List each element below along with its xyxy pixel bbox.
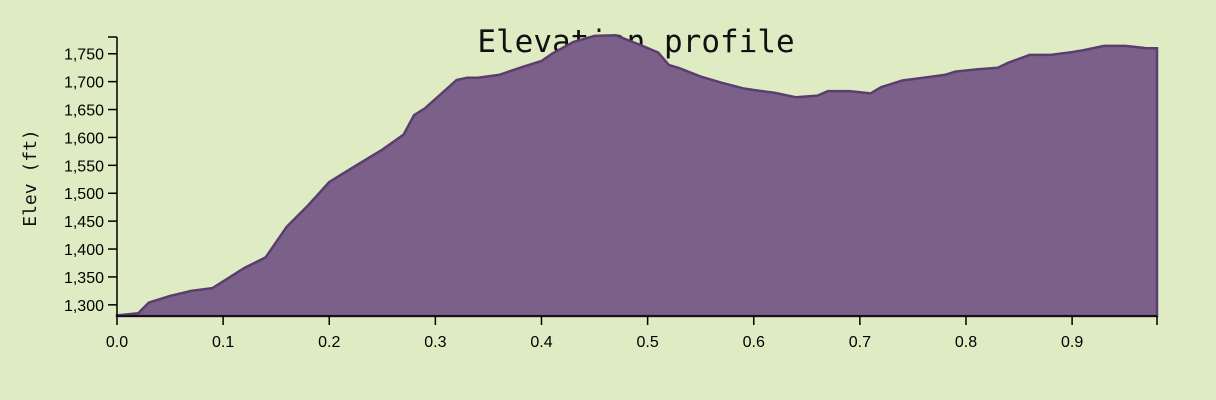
y-tick-label: 1,300 [64, 298, 104, 315]
y-axis-label: Elev (ft) [20, 129, 41, 227]
x-tick-label: 0.1 [212, 334, 234, 351]
y-tick-label: 1,350 [64, 270, 104, 287]
y-tick-label: 1,700 [64, 75, 104, 92]
y-tick-label: 1,450 [64, 214, 104, 231]
y-tick-label: 1,550 [64, 158, 104, 175]
y-tick-label: 1,600 [64, 130, 104, 147]
x-tick-label: 0.2 [318, 334, 340, 351]
y-tick-label: 1,500 [64, 186, 104, 203]
y-tick-label: 1,750 [64, 47, 104, 64]
y-axis-ticks: 1,300 1,350 1,400 1,450 1,500 1,550 1,600 1,650… [64, 36, 117, 315]
x-tick-label: 0.0 [106, 334, 128, 351]
x-tick-label: 0.3 [424, 334, 446, 351]
x-axis-ticks: 0.0 0.1 0.2 0.3 0.4 0.5 0.6 0.7 0.8 0.9 [106, 316, 1158, 351]
y-tick-label: 1,650 [64, 103, 104, 120]
x-tick-label: 0.6 [743, 334, 765, 351]
plot-area: 0.0 0.1 0.2 0.3 0.4 0.5 0.6 0.7 0.8 0.9 1,300 1,35… [64, 34, 1159, 351]
x-tick-label: 0.4 [530, 334, 552, 351]
x-tick-label: 0.5 [636, 334, 658, 351]
x-tick-label: 0.7 [849, 334, 871, 351]
x-tick-label: 0.9 [1061, 334, 1083, 351]
elevation-area [115, 34, 1159, 318]
y-tick-label: 1,400 [64, 242, 104, 259]
x-tick-label: 0.8 [955, 334, 977, 351]
